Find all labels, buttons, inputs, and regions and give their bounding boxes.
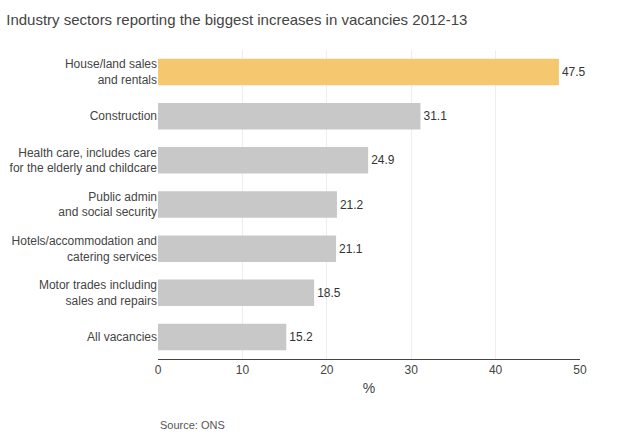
svg-text:21.1: 21.1 bbox=[339, 242, 363, 256]
svg-text:15.2: 15.2 bbox=[289, 330, 313, 344]
svg-text:50: 50 bbox=[573, 363, 587, 377]
svg-text:10: 10 bbox=[236, 363, 250, 377]
svg-text:Motor trades includingsales an: Motor trades includingsales and repairs bbox=[39, 278, 157, 308]
svg-text:All vacancies: All vacancies bbox=[87, 330, 157, 344]
svg-text:Construction: Construction bbox=[90, 109, 157, 123]
svg-text:Hotels/accommodation andcateri: Hotels/accommodation andcatering service… bbox=[12, 234, 157, 264]
svg-text:18.5: 18.5 bbox=[317, 286, 341, 300]
svg-text:40: 40 bbox=[489, 363, 503, 377]
svg-text:0: 0 bbox=[155, 363, 162, 377]
svg-text:Industry sectors reporting the: Industry sectors reporting the biggest i… bbox=[6, 11, 467, 28]
svg-text:House/land salesand rentals: House/land salesand rentals bbox=[65, 57, 157, 87]
svg-text:Source: ONS: Source: ONS bbox=[160, 419, 225, 431]
svg-text:24.9: 24.9 bbox=[371, 153, 395, 167]
svg-text:47.5: 47.5 bbox=[562, 65, 586, 79]
svg-text:Public adminand social securit: Public adminand social security bbox=[58, 190, 157, 220]
svg-text:30: 30 bbox=[405, 363, 419, 377]
svg-text:%: % bbox=[363, 380, 375, 396]
svg-text:21.2: 21.2 bbox=[340, 198, 364, 212]
svg-text:Health care, includes carefor: Health care, includes carefor the elderl… bbox=[10, 146, 158, 176]
svg-text:31.1: 31.1 bbox=[423, 109, 447, 123]
svg-text:20: 20 bbox=[320, 363, 334, 377]
